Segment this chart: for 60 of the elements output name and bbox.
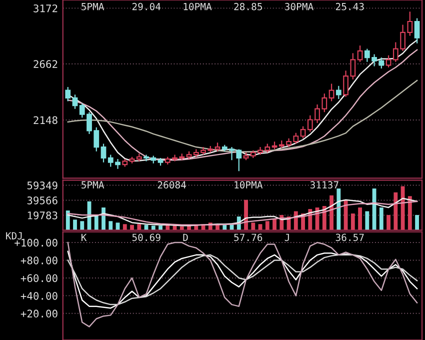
y-tick-label: 2148 (34, 116, 58, 124)
bar (151, 226, 156, 230)
annotation: 25.43 (336, 2, 364, 10)
candlestick (300, 126, 306, 139)
bar (244, 200, 248, 230)
candlestick (100, 143, 106, 163)
candlestick (328, 83, 334, 102)
y-tick-label: +20.00 (20, 310, 58, 318)
y-tick-label: +100.00 (14, 238, 58, 247)
y-tick-label: 2662 (34, 60, 58, 68)
candlestick (336, 85, 342, 100)
bar (73, 220, 77, 230)
annotation: 28.85 (234, 2, 262, 10)
candlestick (357, 44, 363, 62)
annotation: 10PMA (234, 181, 263, 189)
bar (394, 192, 398, 230)
line-series (67, 242, 418, 328)
annotation: 57.76 (234, 234, 262, 242)
annotation: 36.57 (336, 234, 364, 242)
annotation: 5PMA (82, 181, 104, 189)
candlestick (386, 54, 392, 68)
bar (415, 215, 419, 230)
bar (122, 224, 127, 230)
y-tick-label: 3172 (34, 4, 58, 12)
candlestick (65, 86, 71, 102)
y-axis-title: KDJ (6, 232, 22, 240)
bar (336, 188, 341, 230)
bar (379, 207, 384, 230)
annotation: 29.04 (132, 2, 161, 10)
bar (137, 224, 142, 230)
bar (66, 210, 70, 230)
annotation: 5PMA (82, 3, 104, 10)
y-tick-label: +80.00 (20, 256, 58, 264)
y-tick-label: +40.00 (20, 292, 58, 300)
y-tick-label: 19783 (28, 211, 58, 220)
annotation: K (82, 234, 87, 241)
bar (80, 221, 84, 230)
bar (108, 221, 113, 230)
bar (365, 211, 370, 230)
annotation: J (284, 234, 289, 242)
y-tick-label: 59349 (27, 181, 58, 190)
bar (265, 221, 270, 230)
bar (330, 195, 334, 230)
annotation: 10PMA (184, 2, 212, 10)
candlestick (72, 94, 78, 110)
bar (158, 226, 162, 230)
annotation: 26084 (158, 181, 186, 189)
annotation: 30PMA (285, 2, 314, 10)
bar (272, 218, 276, 230)
y-tick-label: +60.00 (20, 274, 58, 282)
annotation: 50.69 (132, 234, 160, 242)
bar (386, 215, 390, 230)
candlestick (414, 18, 420, 44)
bar (358, 207, 362, 230)
y-tick-label: 39566 (27, 196, 58, 204)
annotation: D (183, 234, 188, 241)
bar (350, 214, 355, 230)
bar (408, 196, 412, 230)
annotation: 31137 (310, 181, 338, 189)
bar (251, 222, 256, 230)
